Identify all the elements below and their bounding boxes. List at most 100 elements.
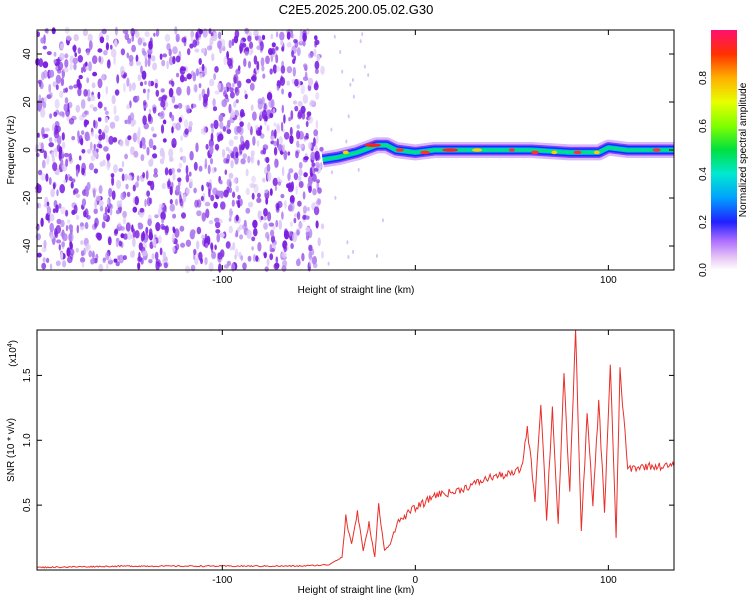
noise-speck bbox=[93, 150, 98, 157]
noise-speck bbox=[210, 242, 214, 250]
noise-speck bbox=[231, 262, 236, 272]
noise-speck bbox=[127, 115, 132, 125]
noise-speck bbox=[172, 246, 176, 253]
noise-speck bbox=[129, 59, 134, 67]
noise-speck bbox=[243, 58, 247, 67]
noise-speck bbox=[52, 183, 56, 190]
noise-speck bbox=[233, 135, 239, 140]
noise-speck bbox=[162, 53, 168, 58]
noise-speck bbox=[127, 135, 132, 141]
noise-speck bbox=[273, 122, 277, 127]
noise-speck bbox=[136, 175, 140, 182]
noise-speck bbox=[222, 125, 227, 132]
noise-speck bbox=[43, 150, 47, 159]
noise-speck bbox=[175, 185, 181, 193]
noise-speck bbox=[300, 84, 305, 95]
noise-speck bbox=[150, 180, 155, 191]
noise-speck bbox=[88, 162, 94, 171]
noise-speck bbox=[60, 219, 65, 228]
noise-speck bbox=[276, 85, 280, 91]
noise-speck bbox=[43, 239, 47, 249]
noise-speck bbox=[37, 132, 40, 138]
signal-peak bbox=[472, 148, 483, 152]
noise-speck bbox=[214, 244, 217, 251]
noise-speck bbox=[194, 199, 199, 208]
noise-speck bbox=[280, 121, 284, 132]
noise-speck bbox=[224, 169, 228, 175]
noise-speck bbox=[139, 140, 143, 149]
noise-speck bbox=[274, 158, 278, 169]
noise-speck bbox=[98, 55, 102, 63]
noise-speck bbox=[247, 155, 251, 164]
noise-speck bbox=[271, 47, 276, 55]
noise-speck bbox=[311, 248, 315, 256]
noise-speck bbox=[217, 82, 222, 91]
noise-speck bbox=[85, 110, 89, 116]
noise-speck bbox=[252, 219, 258, 229]
noise-speck bbox=[63, 67, 69, 73]
noise-speck bbox=[367, 73, 370, 77]
snr-y-axis-label: SNR (10 * v/v) bbox=[6, 418, 17, 482]
noise-speck bbox=[176, 72, 180, 78]
signal-peak bbox=[652, 148, 661, 152]
noise-speck bbox=[40, 142, 44, 152]
noise-speck bbox=[51, 151, 55, 159]
noise-speck bbox=[111, 190, 116, 200]
noise-speck bbox=[58, 244, 61, 251]
noise-speck bbox=[135, 30, 140, 39]
noise-speck bbox=[117, 222, 122, 228]
noise-speck bbox=[80, 250, 85, 257]
noise-speck bbox=[111, 94, 116, 105]
noise-speck bbox=[230, 160, 234, 169]
noise-speck bbox=[53, 111, 58, 117]
noise-speck bbox=[176, 168, 182, 173]
noise-speck bbox=[346, 240, 349, 245]
noise-speck bbox=[352, 94, 355, 99]
noise-speck bbox=[67, 256, 73, 264]
noise-speck bbox=[291, 50, 295, 58]
noise-speck bbox=[298, 143, 304, 149]
noise-speck bbox=[292, 58, 296, 64]
noise-speck bbox=[97, 78, 103, 89]
noise-speck bbox=[219, 232, 225, 238]
noise-speck bbox=[297, 175, 302, 182]
noise-speck bbox=[84, 222, 89, 230]
noise-speck bbox=[281, 211, 284, 220]
noise-speck bbox=[267, 171, 272, 182]
noise-speck bbox=[54, 137, 58, 143]
noise-speck bbox=[172, 172, 176, 181]
noise-speck bbox=[102, 257, 106, 262]
y-tick-label: 0 bbox=[22, 147, 33, 153]
noise-speck bbox=[297, 100, 303, 107]
noise-speck bbox=[169, 186, 173, 196]
noise-speck bbox=[240, 135, 244, 145]
noise-speck bbox=[152, 133, 157, 138]
noise-speck bbox=[172, 56, 176, 65]
noise-speck bbox=[196, 210, 202, 217]
noise-speck bbox=[58, 111, 65, 117]
noise-speck bbox=[148, 159, 154, 167]
noise-speck bbox=[194, 48, 200, 53]
noise-speck bbox=[278, 136, 283, 146]
noise-speck bbox=[288, 91, 292, 99]
noise-speck bbox=[233, 177, 238, 184]
noise-speck bbox=[203, 93, 209, 104]
noise-speck bbox=[207, 164, 211, 175]
noise-speck bbox=[194, 257, 199, 265]
x-tick-label: -100 bbox=[212, 575, 232, 586]
noise-speck bbox=[92, 55, 98, 64]
noise-speck bbox=[214, 167, 217, 172]
noise-speck bbox=[260, 215, 264, 221]
noise-speck bbox=[105, 34, 110, 41]
noise-speck bbox=[217, 135, 221, 143]
noise-speck bbox=[68, 235, 73, 241]
noise-speck bbox=[152, 238, 157, 247]
noise-speck bbox=[104, 110, 109, 116]
noise-speck bbox=[261, 109, 267, 120]
noise-speck bbox=[88, 40, 93, 50]
noise-speck bbox=[257, 241, 262, 252]
noise-speck bbox=[225, 158, 230, 164]
noise-speck bbox=[72, 189, 76, 196]
noise-speck bbox=[69, 176, 73, 182]
noise-speck bbox=[90, 258, 95, 265]
